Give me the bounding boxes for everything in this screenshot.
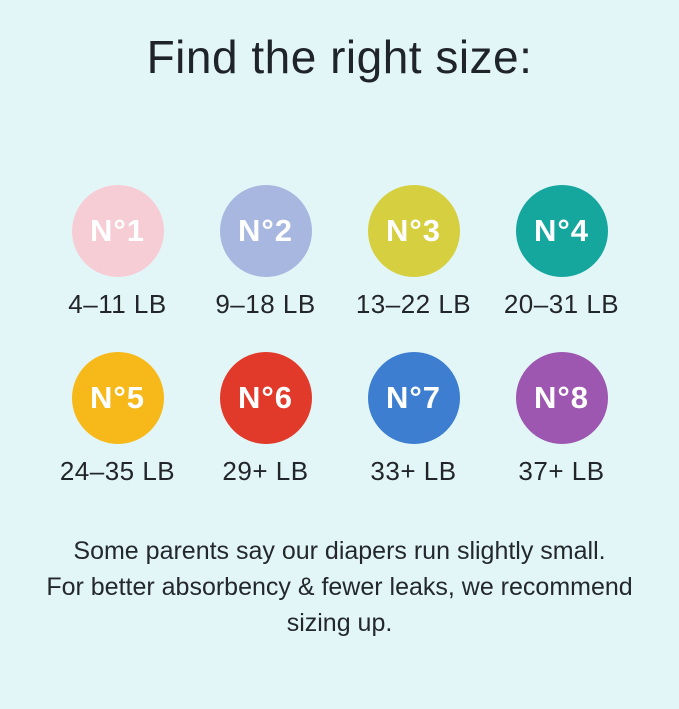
size-item-6: N°6 29+ LB [192, 352, 340, 487]
size-item-8: N°8 37+ LB [488, 352, 636, 487]
size-item-4: N°4 20–31 LB [488, 185, 636, 320]
size-circle-badge: N°1 [71, 185, 164, 278]
weight-range-label: 37+ LB [518, 456, 605, 487]
weight-range-label: 24–35 LB [59, 456, 176, 487]
size-item-5: N°5 24–35 LB [44, 352, 192, 487]
footnote-line-1: Some parents say our diapers run slightl… [73, 537, 606, 566]
footnote-line-2: For better absorbency & fewer leaks, we … [46, 573, 633, 602]
weight-range-label: 9–18 LB [215, 289, 316, 320]
size-item-2: N°2 9–18 LB [192, 185, 340, 320]
size-circle-badge: N°5 [71, 352, 164, 445]
footnote-text: Some parents say our diapers run slightl… [0, 533, 679, 641]
size-number-label: N°3 [385, 213, 442, 249]
size-number-label: N°4 [533, 213, 590, 249]
weight-range-label: 13–22 LB [355, 289, 472, 320]
size-number-label: N°2 [237, 213, 294, 249]
weight-range-label: 20–31 LB [503, 289, 620, 320]
size-number-label: N°8 [533, 380, 590, 416]
size-circle-badge: N°3 [367, 185, 460, 278]
size-circle-badge: N°4 [515, 185, 608, 278]
size-number-label: N°5 [89, 380, 146, 416]
weight-range-label: 4–11 LB [68, 289, 167, 320]
size-circle-badge: N°7 [367, 352, 460, 445]
size-number-label: N°1 [89, 213, 146, 249]
size-item-7: N°7 33+ LB [340, 352, 488, 487]
size-circle-badge: N°6 [219, 352, 312, 445]
page-title: Find the right size: [146, 31, 533, 83]
weight-range-label: 33+ LB [370, 456, 457, 487]
size-number-label: N°7 [385, 380, 442, 416]
footnote-line-3: sizing up. [286, 609, 393, 638]
size-grid: N°1 4–11 LB N°2 9–18 LB N°3 13–22 LB N°4 20–31 … [44, 185, 636, 487]
size-number-label: N°6 [237, 380, 294, 416]
size-item-1: N°1 4–11 LB [44, 185, 192, 320]
size-item-3: N°3 13–22 LB [340, 185, 488, 320]
size-circle-badge: N°2 [219, 185, 312, 278]
weight-range-label: 29+ LB [222, 456, 309, 487]
size-circle-badge: N°8 [515, 352, 608, 445]
